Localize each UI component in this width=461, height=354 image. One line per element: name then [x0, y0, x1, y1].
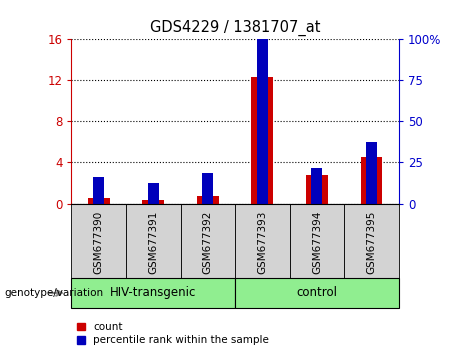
Bar — [252, 77, 273, 204]
Text: genotype/variation: genotype/variation — [5, 288, 104, 298]
Text: GSM677394: GSM677394 — [312, 211, 322, 274]
Bar — [142, 200, 164, 204]
Text: GSM677395: GSM677395 — [366, 211, 377, 274]
Legend: count, percentile rank within the sample: count, percentile rank within the sample — [77, 322, 269, 345]
Bar — [71, 204, 126, 278]
Bar — [257, 0, 268, 204]
Text: control: control — [296, 286, 337, 299]
Title: GDS4229 / 1381707_at: GDS4229 / 1381707_at — [150, 20, 320, 36]
Text: GSM677393: GSM677393 — [257, 211, 267, 274]
Bar — [197, 196, 219, 204]
Text: GSM677392: GSM677392 — [203, 211, 213, 274]
Bar — [235, 204, 290, 278]
Bar — [312, 167, 322, 204]
Text: HIV-transgenic: HIV-transgenic — [110, 286, 196, 299]
Bar — [235, 278, 399, 308]
Bar — [181, 204, 235, 278]
Bar — [93, 177, 104, 204]
Bar — [202, 173, 213, 204]
Bar — [361, 157, 382, 204]
Bar — [88, 198, 110, 204]
Bar — [148, 183, 159, 204]
Bar — [126, 204, 181, 278]
Bar — [306, 175, 328, 204]
Bar — [71, 278, 235, 308]
Bar — [366, 142, 377, 204]
Text: GSM677391: GSM677391 — [148, 211, 158, 274]
Text: GSM677390: GSM677390 — [94, 211, 104, 274]
Bar — [290, 204, 344, 278]
Bar — [344, 204, 399, 278]
